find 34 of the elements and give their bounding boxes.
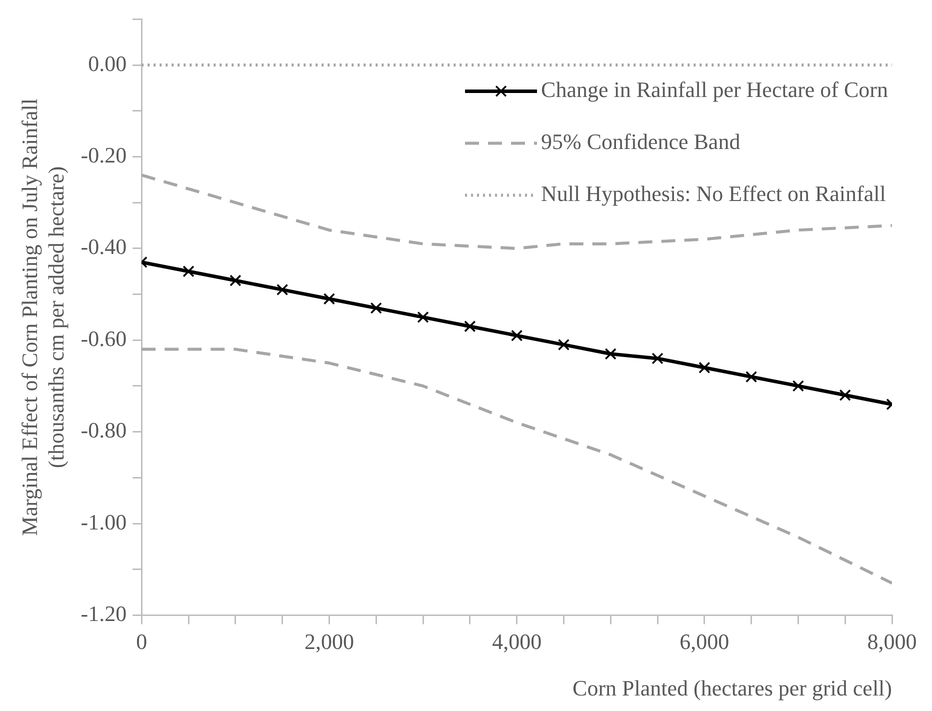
y-tick-label: -1.20 (80, 600, 127, 626)
legend-label: 95% Confidence Band (541, 128, 740, 154)
point (792, 380, 804, 392)
point (323, 293, 336, 305)
point (745, 370, 758, 383)
y-tick-label: -0.20 (80, 142, 127, 168)
y-tick-label: -1.00 (80, 509, 127, 534)
line-series (142, 348, 892, 585)
point (276, 284, 288, 296)
point (698, 362, 710, 374)
legend-label: Null Hypothesis: No Effect on Rainfall (541, 180, 886, 206)
y-tick-label: 0.00 (88, 50, 127, 76)
y-tick-label: -0.40 (80, 234, 127, 260)
x-tick-label: 6,000 (680, 629, 730, 654)
x-tick-label: 4,000 (492, 629, 542, 654)
point (558, 338, 570, 351)
point (652, 352, 664, 364)
point (230, 274, 242, 286)
y-tick-label: -0.60 (80, 326, 127, 351)
point (464, 320, 476, 332)
x-tick-label: 2,000 (304, 629, 354, 654)
point (182, 266, 194, 278)
line-series (142, 174, 892, 250)
x-tick-label: 0 (136, 629, 148, 654)
point (417, 311, 429, 324)
point (510, 330, 523, 342)
y-axis-title: Marginal Effect of Corn Planting on July Rainfall (thousanths cm per added hectare) (16, 98, 68, 536)
point (839, 389, 851, 401)
point (370, 302, 382, 314)
point (604, 348, 616, 360)
x-axis-title: Corn Planted (hectares per grid cell) (572, 676, 892, 701)
y-tick-label: -0.80 (80, 418, 127, 443)
x-tick-label: 8,000 (867, 629, 917, 654)
legend-label: Change in Rainfall per Hectare of Corn (541, 76, 888, 102)
